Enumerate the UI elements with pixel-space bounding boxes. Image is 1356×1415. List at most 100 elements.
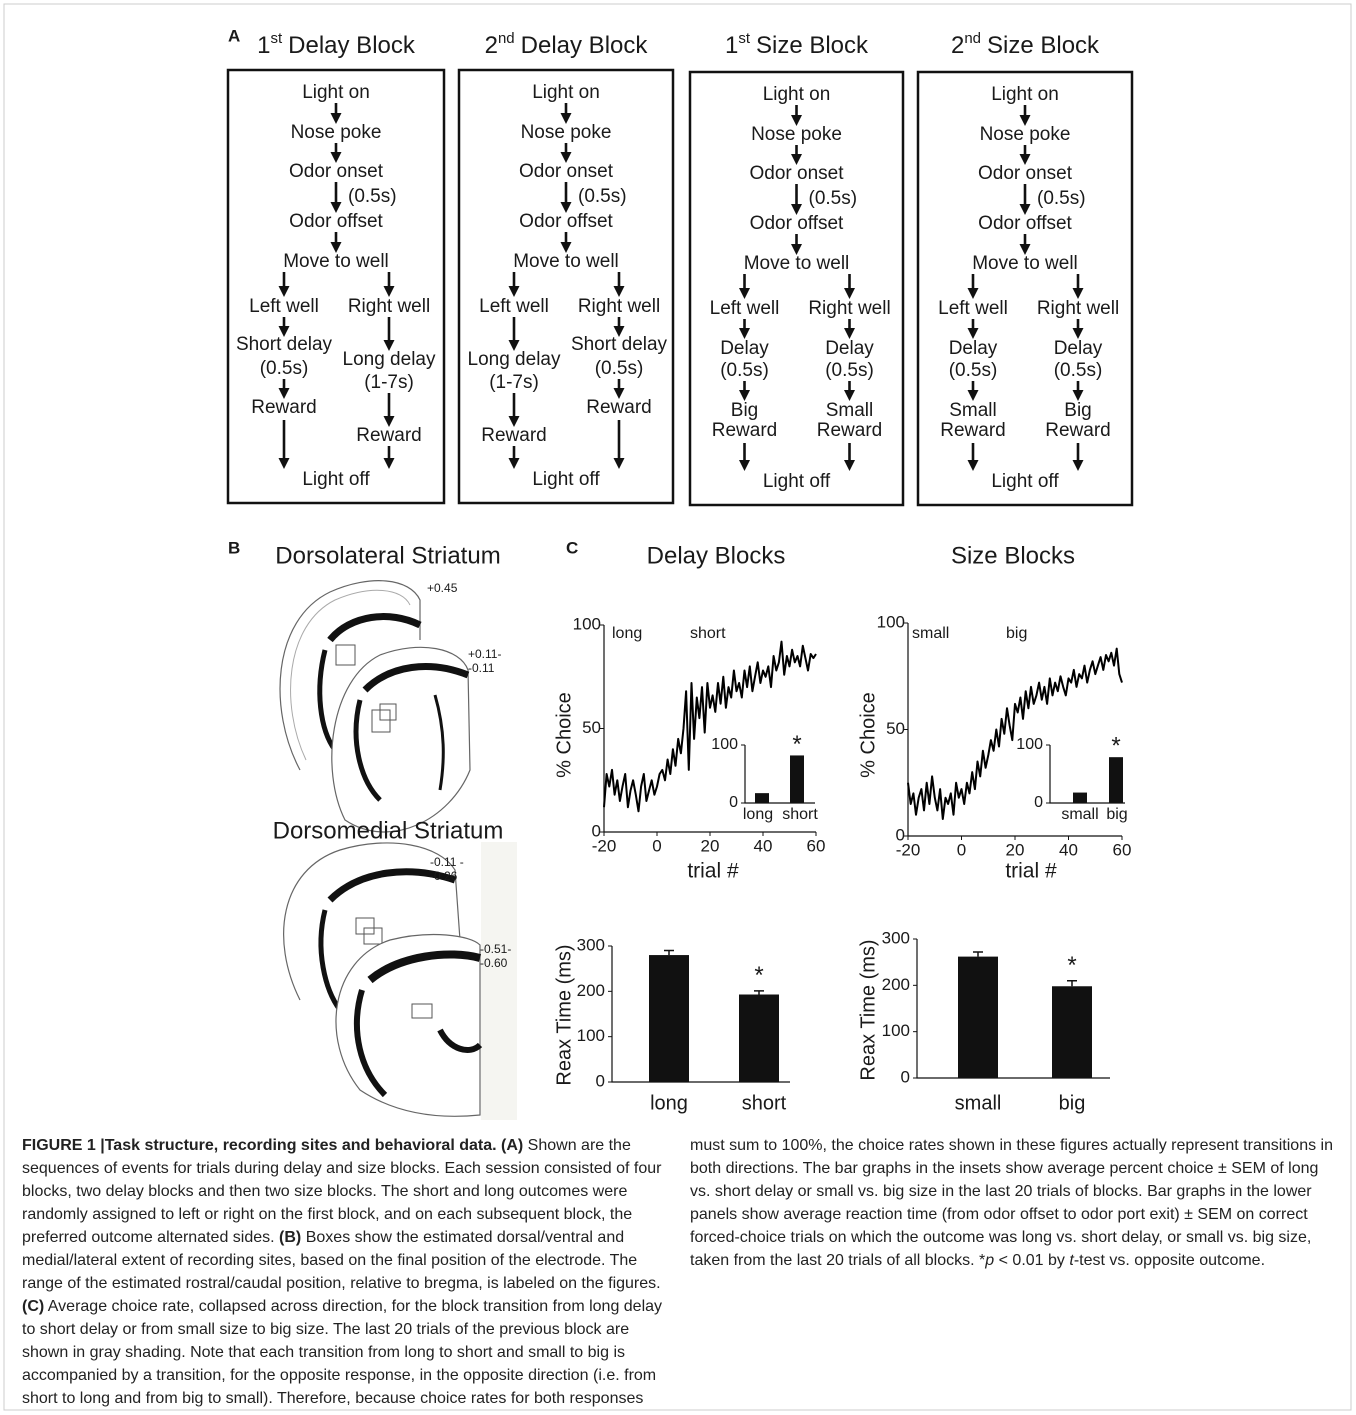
y-tick-label: 50 bbox=[886, 719, 905, 738]
title-name: Delay Block bbox=[521, 32, 649, 59]
flow-step: Nose poke bbox=[521, 122, 612, 143]
flow-step: Reward bbox=[251, 397, 316, 418]
flow-step: Long delay bbox=[343, 349, 436, 370]
x-tick-label: 20 bbox=[1006, 840, 1025, 859]
position-label: +0.45 bbox=[427, 581, 458, 595]
flow-step: Left well bbox=[479, 296, 549, 317]
title-name: Size Block bbox=[756, 32, 869, 59]
section-text: Average choice rate, collapsed across di… bbox=[22, 1137, 1333, 1407]
panel-label: C bbox=[566, 538, 578, 557]
x-tick-label: 0 bbox=[652, 836, 661, 855]
block-title: 2ndDelay Block bbox=[485, 30, 649, 59]
y-tick-label: 200 bbox=[577, 981, 605, 1000]
x-tick-label: 0 bbox=[957, 840, 966, 859]
arrow-head bbox=[509, 458, 520, 469]
category-label: big bbox=[1059, 1092, 1086, 1114]
flow-step: Small bbox=[949, 400, 997, 421]
flow-end: Light off bbox=[991, 471, 1059, 492]
flow-step: Short delay bbox=[236, 334, 333, 355]
column-title: Delay Blocks bbox=[647, 542, 786, 569]
significance-star: * bbox=[1067, 952, 1076, 979]
arrow-head bbox=[739, 460, 750, 471]
y-tick-label: 100 bbox=[711, 736, 738, 753]
error-bar bbox=[1067, 981, 1077, 987]
flow-end: Light off bbox=[302, 469, 370, 490]
x-tick-label: 40 bbox=[1059, 840, 1078, 859]
y-axis-label: Reax Time (ms) bbox=[857, 939, 879, 1080]
flow-step: (0.5s) bbox=[578, 186, 627, 207]
x-tick-label: -20 bbox=[896, 840, 921, 859]
flow-step: Odor offset bbox=[978, 213, 1072, 234]
category-label: short bbox=[782, 806, 818, 823]
flow-step: Delay bbox=[949, 338, 998, 359]
block-title: 1stDelay Block bbox=[257, 30, 416, 59]
flow-step: Reward bbox=[712, 420, 777, 441]
bar bbox=[1109, 757, 1123, 803]
flow-step: (0.5s) bbox=[1037, 188, 1086, 209]
position-label: -0.26 bbox=[430, 869, 458, 883]
column-title: Size Blocks bbox=[951, 542, 1075, 569]
y-axis-label: Reax Time (ms) bbox=[553, 944, 575, 1085]
flow-step: Long delay bbox=[468, 349, 561, 370]
bar bbox=[1052, 986, 1092, 1078]
flow-step: Odor offset bbox=[750, 213, 844, 234]
flow-step: Move to well bbox=[283, 251, 389, 272]
flow-step: Delay bbox=[825, 338, 874, 359]
y-tick-label: 0 bbox=[596, 1071, 605, 1090]
flow-step: Move to well bbox=[972, 253, 1078, 274]
bar bbox=[755, 793, 769, 803]
significance-star: * bbox=[1111, 733, 1120, 760]
block-title: 2ndSize Block bbox=[951, 30, 1100, 59]
section-label: (C) bbox=[22, 1298, 44, 1315]
title-ordinal: 2 bbox=[951, 32, 964, 59]
position-label: -0.11 - bbox=[430, 855, 464, 869]
arrow-head bbox=[384, 458, 395, 469]
flow-step: Left well bbox=[938, 298, 1008, 319]
flow-step: (0.5s) bbox=[825, 360, 874, 381]
arrow-head bbox=[1073, 460, 1084, 471]
title-ordinal: 2 bbox=[485, 32, 498, 59]
y-tick-label: 300 bbox=[577, 935, 605, 954]
title-suffix: st bbox=[270, 30, 283, 47]
flow-step: Big bbox=[1064, 400, 1091, 421]
y-tick-label: 200 bbox=[882, 975, 910, 994]
y-axis-label: % Choice bbox=[857, 692, 879, 778]
note-text: -test vs. opposite outcome. bbox=[1074, 1252, 1265, 1269]
title-suffix: nd bbox=[964, 30, 981, 47]
flow-step: Odor offset bbox=[519, 211, 613, 232]
position-label: +0.11- bbox=[468, 647, 501, 661]
bar bbox=[790, 755, 804, 803]
flow-step: Odor onset bbox=[978, 163, 1073, 184]
position-label: -0.11 bbox=[468, 661, 495, 675]
y-tick-label: 100 bbox=[877, 612, 905, 631]
panel-label: A bbox=[228, 26, 240, 45]
y-tick-label: 100 bbox=[882, 1021, 910, 1040]
category-label: short bbox=[742, 1092, 787, 1114]
category-label: small bbox=[955, 1092, 1002, 1114]
flow-step: Right well bbox=[348, 296, 430, 317]
bar bbox=[958, 957, 998, 1078]
flow-step: (0.5s) bbox=[949, 360, 998, 381]
flow-step: Reward bbox=[940, 420, 1005, 441]
flow-step: Reward bbox=[481, 425, 546, 446]
flow-step: (0.5s) bbox=[809, 188, 858, 209]
flow-step: Reward bbox=[356, 425, 421, 446]
significance-star: * bbox=[792, 731, 801, 758]
flow-step: (1-7s) bbox=[489, 372, 539, 393]
flow-step: (0.5s) bbox=[1054, 360, 1103, 381]
figure-title: Task structure, recording sites and beha… bbox=[105, 1137, 497, 1154]
category-label: big bbox=[1106, 806, 1127, 823]
figure-label: FIGURE 1 | bbox=[22, 1137, 105, 1154]
page: A1stDelay BlockLight onNose pokeOdor ons… bbox=[0, 0, 1356, 1415]
note-italic: p bbox=[985, 1252, 994, 1269]
x-tick-label: 20 bbox=[701, 836, 720, 855]
flow-step: Small bbox=[826, 400, 874, 421]
y-axis-label: % Choice bbox=[553, 692, 575, 778]
flow-step: Nose poke bbox=[980, 124, 1071, 145]
flow-step: Reward bbox=[586, 397, 651, 418]
flow-step: Odor offset bbox=[289, 211, 383, 232]
y-tick-label: 100 bbox=[1016, 736, 1043, 753]
y-tick-label: 100 bbox=[573, 614, 601, 633]
data-line bbox=[908, 649, 1122, 819]
